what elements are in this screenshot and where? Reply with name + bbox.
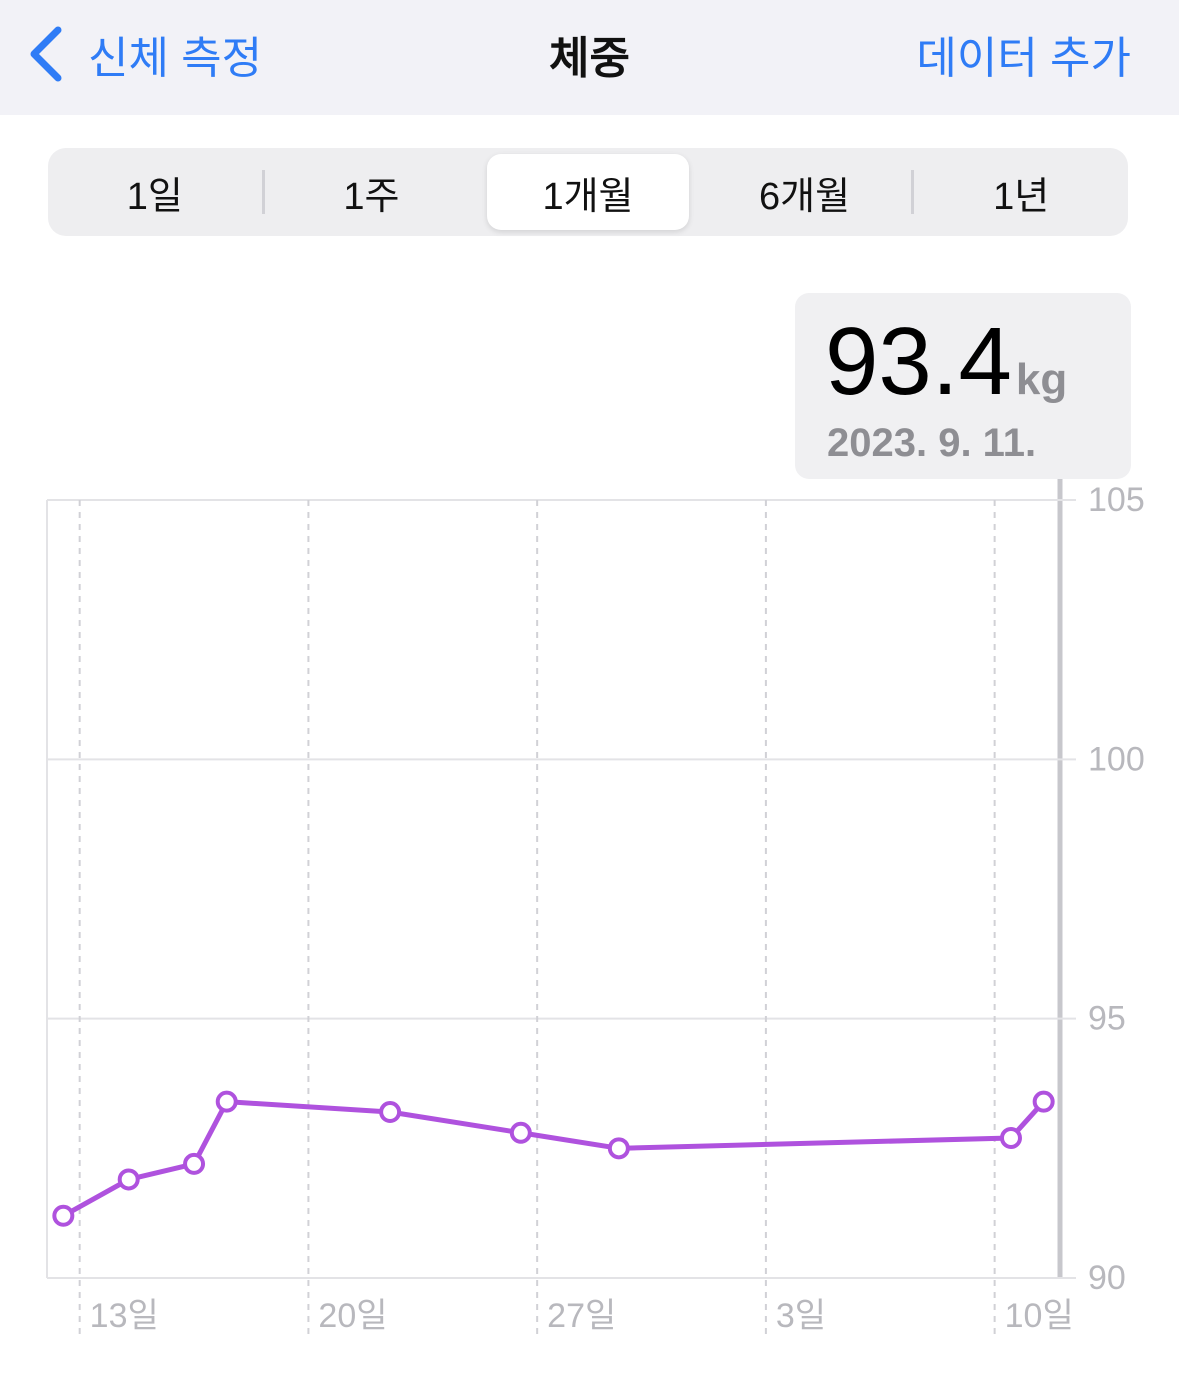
y-tick-label: 105 bbox=[1088, 481, 1145, 519]
data-line bbox=[62, 1099, 1046, 1218]
data-point bbox=[183, 1152, 206, 1175]
data-point bbox=[117, 1168, 140, 1191]
range-selector: 1일 1주 1개월 6개월 1년 bbox=[48, 148, 1128, 236]
segment-separator bbox=[261, 170, 265, 214]
add-data-button[interactable]: 데이터 추가 bbox=[916, 34, 1131, 83]
summary-value: 93.4 bbox=[825, 308, 1012, 415]
data-point bbox=[52, 1204, 75, 1227]
data-point bbox=[215, 1090, 238, 1113]
back-chevron[interactable] bbox=[26, 26, 66, 82]
summary-card: 93.4kg 2023. 9. 11. bbox=[795, 293, 1131, 479]
segment-button[interactable]: 1년 bbox=[993, 175, 1050, 218]
data-point bbox=[607, 1137, 630, 1160]
x-tick-label: 27일 bbox=[547, 1297, 616, 1335]
segment-button[interactable]: 1주 bbox=[343, 175, 400, 218]
x-tick-label: 10일 bbox=[1005, 1297, 1074, 1335]
data-point bbox=[379, 1101, 402, 1124]
segment-button[interactable]: 6개월 bbox=[759, 175, 851, 218]
segment-button[interactable]: 1개월 bbox=[487, 154, 689, 230]
summary-date: 2023. 9. 11. bbox=[827, 421, 1037, 465]
segment-separator bbox=[911, 170, 915, 214]
x-tick-label: 20일 bbox=[318, 1297, 387, 1335]
summary-unit: kg bbox=[1015, 355, 1068, 404]
x-tick-label: 13일 bbox=[90, 1297, 159, 1335]
y-tick-label: 90 bbox=[1088, 1259, 1126, 1297]
nav-bar: 신체 측정 체중 데이터 추가 bbox=[0, 0, 1179, 115]
data-point bbox=[999, 1126, 1022, 1149]
y-tick-label: 95 bbox=[1088, 1000, 1126, 1038]
back-button[interactable]: 신체 측정 bbox=[88, 34, 263, 83]
data-point bbox=[509, 1121, 532, 1144]
segment-button[interactable]: 1일 bbox=[126, 175, 183, 218]
x-tick-label: 3일 bbox=[776, 1297, 826, 1335]
y-tick-label: 100 bbox=[1088, 740, 1145, 778]
data-point bbox=[1032, 1090, 1055, 1113]
